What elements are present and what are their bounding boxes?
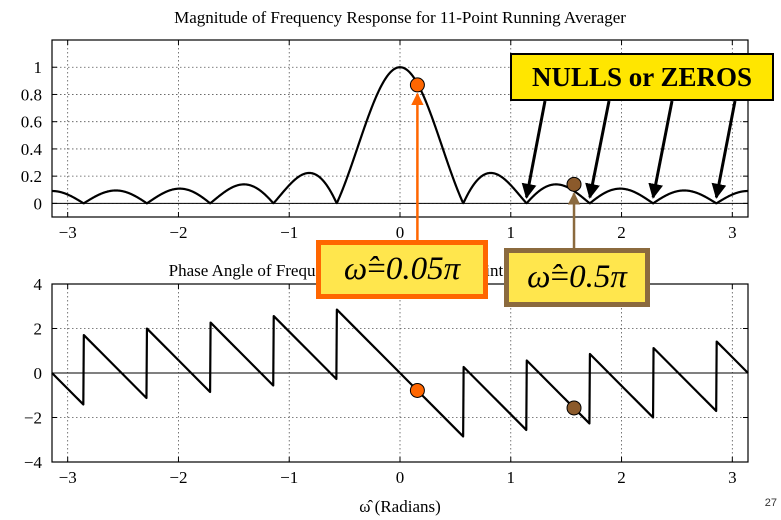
y-tick-label: 1 — [34, 58, 43, 77]
omega-callout-b: ω̂ = 0.5π — [504, 248, 650, 307]
y-tick-label: 0 — [34, 194, 43, 213]
y-tick-label: 0 — [34, 364, 43, 383]
null-arrow — [585, 100, 611, 199]
phase-marker — [566, 400, 582, 416]
x-tick-label: −1 — [280, 223, 298, 242]
magnitude-marker — [566, 176, 582, 192]
nulls-callout-label: NULLS or ZEROS — [531, 61, 753, 92]
x-tick-label: −3 — [59, 223, 77, 242]
omega-a-value: 0.05π — [385, 251, 461, 287]
x-tick-label: 2 — [617, 468, 626, 487]
x-tick-label: −3 — [59, 468, 77, 487]
omega-a-equals: = — [367, 251, 386, 287]
y-tick-label: −4 — [24, 453, 43, 472]
x-tick-label: 1 — [507, 223, 516, 242]
phase-marker — [409, 382, 425, 398]
y-tick-label: 2 — [34, 320, 43, 339]
x-tick-label: 3 — [728, 223, 737, 242]
x-tick-label: −1 — [280, 468, 298, 487]
page-number: 27 — [764, 497, 777, 509]
annotation-arrows — [409, 77, 737, 416]
magnitude-marker — [409, 77, 425, 93]
x-tick-label: 0 — [396, 223, 405, 242]
x-tick-label: 2 — [617, 223, 626, 242]
null-arrow — [711, 100, 737, 199]
x-tick-label: −2 — [169, 468, 187, 487]
null-arrow — [521, 100, 547, 199]
plot-frame — [51, 39, 749, 218]
series-line — [51, 308, 749, 438]
magnitude-plot: Magnitude of Frequency Response for 11-P… — [21, 8, 749, 242]
x-axis-label: ω̂ (Radians) — [359, 497, 441, 516]
omega-callout-a: ω̂ = 0.05π — [316, 240, 488, 299]
omega-a-symbol: ω̂ — [343, 251, 368, 287]
null-arrow — [648, 100, 674, 199]
series-line — [51, 66, 749, 205]
x-tick-label: −2 — [169, 223, 187, 242]
nulls-callout: NULLS or ZEROS — [510, 53, 774, 101]
y-tick-label: 0.2 — [21, 167, 42, 186]
omega-b-value: 0.5π — [569, 259, 627, 295]
y-tick-label: 0.4 — [21, 140, 43, 159]
x-tick-label: 1 — [507, 468, 516, 487]
omega-b-equals: = — [550, 259, 570, 295]
y-tick-label: 4 — [34, 275, 43, 294]
y-tick-label: 0.6 — [21, 113, 42, 132]
y-tick-label: −2 — [24, 409, 42, 428]
omega-b-symbol: ω̂ — [527, 259, 551, 295]
x-tick-label: 3 — [728, 468, 737, 487]
x-tick-label: 0 — [396, 468, 405, 487]
chart-title: Magnitude of Frequency Response for 11-P… — [174, 8, 626, 27]
y-tick-label: 0.8 — [21, 85, 42, 104]
